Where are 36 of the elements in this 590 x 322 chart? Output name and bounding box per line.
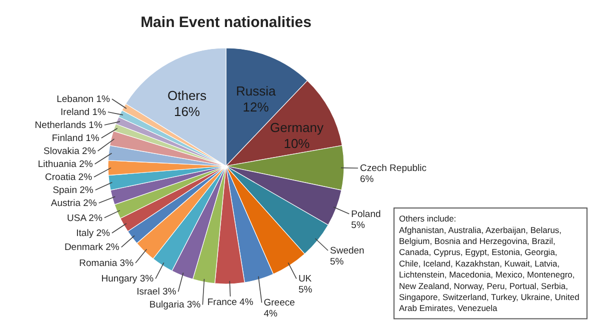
data-label: 12% xyxy=(242,100,270,115)
slice-label: Romania 3% xyxy=(79,258,134,269)
text: Others include: xyxy=(399,214,456,224)
slice-label: UK xyxy=(298,274,312,285)
data-label: 5% xyxy=(298,284,313,296)
slice-label: Bulgaria 3% xyxy=(149,300,202,311)
slice-label: Denmark 2% xyxy=(64,242,120,254)
slice-label: USA 2% xyxy=(67,212,103,224)
slice-label: Czech Republic xyxy=(360,163,427,174)
slice-label: Netherlands 1% xyxy=(34,120,103,131)
slice-label: Ireland 1% xyxy=(60,107,106,118)
data-label: 5% xyxy=(351,220,366,231)
slice-label: Sweden xyxy=(330,245,364,256)
slice-label: Others xyxy=(167,88,207,103)
data-label: 5% xyxy=(330,256,344,268)
slice-label: Lithuania 2% xyxy=(38,159,94,170)
slice-label: Israel 3% xyxy=(136,286,177,298)
data-label: 4% xyxy=(264,308,278,320)
data-label: 6% xyxy=(360,174,374,186)
slice-label: Spain 2% xyxy=(52,185,94,196)
data-label: 16% xyxy=(174,104,200,119)
slice-label: Germany xyxy=(270,120,324,136)
slice-label: Croatia 2% xyxy=(45,172,93,183)
chart-title: Main Event nationalities xyxy=(140,14,312,31)
slice-label: Poland xyxy=(351,208,381,220)
slice-label: Greece xyxy=(264,298,295,309)
data-label: 10% xyxy=(284,136,310,152)
slice-label: Hungary 3% xyxy=(101,274,154,285)
slice-label: Italy 2% xyxy=(76,228,110,239)
slice-label: Russia xyxy=(236,84,276,99)
slice-label: Lebanon 1% xyxy=(56,94,110,105)
slice-label: Finland 1% xyxy=(52,133,100,144)
slice-label: Austria 2% xyxy=(50,198,98,209)
slice-label: Slovakia 2% xyxy=(43,146,96,157)
slice-label: France 4% xyxy=(207,296,254,308)
text: Afghanistan, Australia, Azerbaijan, Belarus, Belgium, Bosnia and Herzegovina, Brazil, Canada, Cyprus, Egypt, Estonia, Georgia, Chile, Iceland, Kazakhstan, Kuwait, Latvia, Lichtenstein, Macedonia, Mexico, Montenegro, New Zealand, Norway, Peru, Portual, Serbia, Singapore, Switzerland, Turkey, Ukraine, United Arab Emirates, Venezuela xyxy=(399,224,580,314)
